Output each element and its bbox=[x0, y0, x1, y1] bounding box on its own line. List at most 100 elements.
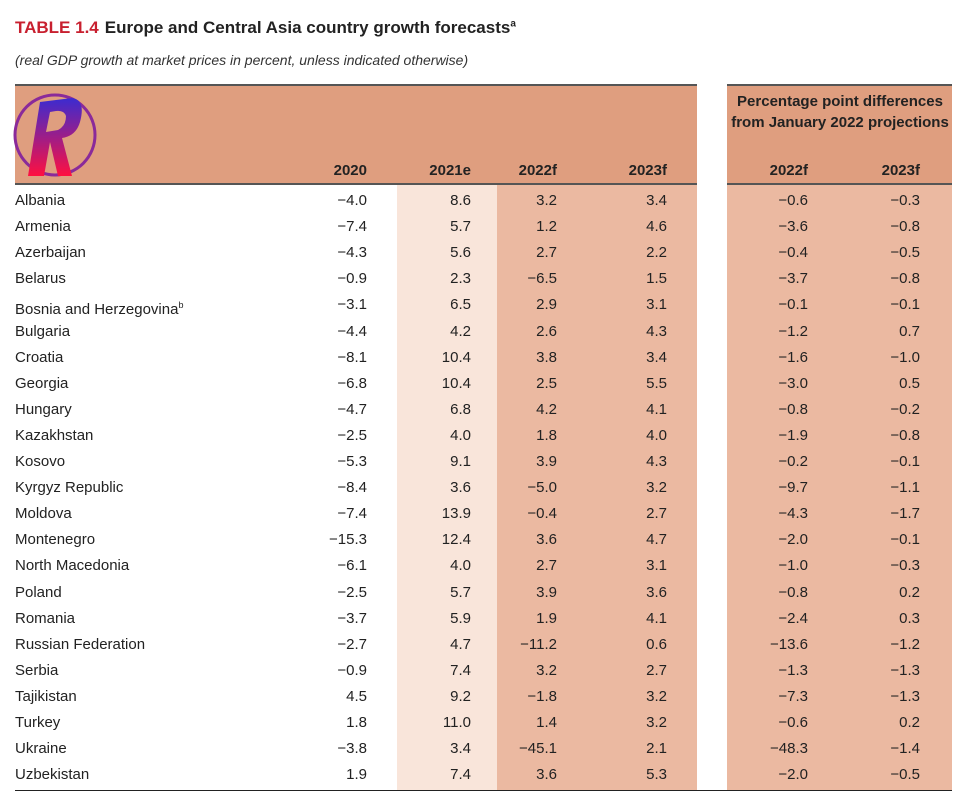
table-subtitle: (real GDP growth at market prices in per… bbox=[15, 52, 469, 68]
value-cell: 3.2 bbox=[536, 661, 557, 679]
value-cell: 4.7 bbox=[450, 635, 471, 653]
value-cell: −11.2 bbox=[520, 635, 557, 653]
value-cell: −1.7 bbox=[890, 505, 920, 523]
value-cell: −9.7 bbox=[778, 479, 808, 497]
table-row: Turkey 1.8 11.0 1.4 3.2 −0.6 0.2 bbox=[15, 710, 952, 736]
value-cell: −1.2 bbox=[890, 635, 920, 653]
value-cell: −8.4 bbox=[337, 479, 367, 497]
value-cell: −0.9 bbox=[337, 270, 367, 288]
value-cell: 2.2 bbox=[646, 244, 667, 262]
value-cell: −7.4 bbox=[337, 218, 367, 236]
country-name: Uzbekistan bbox=[15, 762, 89, 788]
value-cell: −0.9 bbox=[337, 661, 367, 679]
value-cell: −4.4 bbox=[337, 322, 367, 340]
value-cell: 1.9 bbox=[346, 766, 367, 784]
title-footnote: a bbox=[510, 18, 516, 30]
value-cell: 4.6 bbox=[646, 218, 667, 236]
value-cell: 0.3 bbox=[899, 609, 920, 627]
table-row: Belarus −0.9 2.3 −6.5 1.5 −3.7 −0.8 bbox=[15, 266, 952, 292]
value-cell: 4.7 bbox=[646, 531, 667, 549]
value-cell: 8.6 bbox=[450, 192, 471, 209]
value-cell: −6.5 bbox=[527, 270, 557, 288]
value-cell: −15.3 bbox=[329, 531, 367, 549]
value-cell: −13.6 bbox=[770, 635, 808, 653]
country-text: Ukraine bbox=[15, 740, 67, 758]
table-row: Tajikistan 4.5 9.2 −1.8 3.2 −7.3 −1.3 bbox=[15, 684, 952, 710]
value-cell: −3.0 bbox=[778, 374, 808, 392]
value-cell: −1.9 bbox=[778, 426, 808, 444]
country-name: Russian Federation bbox=[15, 632, 145, 658]
country-text: Montenegro bbox=[15, 531, 96, 549]
table-row: Croatia −8.1 10.4 3.8 3.4 −1.6 −1.0 bbox=[15, 345, 952, 371]
country-name: Poland bbox=[15, 580, 62, 606]
country-text: Uzbekistan bbox=[15, 766, 90, 784]
country-name: Turkey bbox=[15, 710, 60, 736]
value-cell: 1.8 bbox=[536, 426, 557, 444]
value-cell: 3.2 bbox=[646, 714, 667, 731]
country-text: Russian Federation bbox=[15, 635, 146, 653]
country-text: Romania bbox=[15, 609, 76, 627]
value-cell: −48.3 bbox=[770, 740, 808, 758]
value-cell: 9.2 bbox=[450, 687, 471, 705]
value-cell: −45.1 bbox=[519, 740, 557, 758]
table-title: TABLE 1.4 Europe and Central Asia country… bbox=[15, 18, 516, 38]
value-cell: 4.0 bbox=[646, 426, 667, 444]
country-name: Romania bbox=[15, 606, 75, 632]
value-cell: −0.8 bbox=[778, 583, 808, 601]
value-cell: −1.4 bbox=[890, 740, 920, 758]
country-name: North Macedonia bbox=[15, 553, 129, 579]
country-name: Belarus bbox=[15, 266, 66, 292]
value-cell: −1.1 bbox=[890, 479, 920, 497]
value-cell: −0.1 bbox=[890, 453, 920, 470]
table-row: Ukraine −3.8 3.4 −45.1 2.1 −48.3 −1.4 bbox=[15, 736, 952, 762]
value-cell: −0.5 bbox=[890, 766, 920, 784]
value-cell: 2.6 bbox=[536, 322, 557, 340]
value-cell: 3.6 bbox=[536, 766, 557, 784]
value-cell: 12.4 bbox=[441, 531, 471, 549]
value-cell: 1.5 bbox=[646, 270, 667, 288]
table-row: Albania −4.0 8.6 3.2 3.4 −0.6 −0.3 bbox=[15, 188, 952, 214]
value-cell: 5.3 bbox=[646, 766, 667, 784]
value-cell: 2.7 bbox=[536, 557, 557, 575]
value-cell: −4.7 bbox=[337, 400, 367, 418]
band-2021e bbox=[397, 185, 497, 791]
value-cell: −2.5 bbox=[337, 583, 367, 601]
value-cell: −2.0 bbox=[778, 766, 808, 784]
country-text: Tajikistan bbox=[15, 687, 77, 705]
value-cell: −0.8 bbox=[778, 400, 808, 418]
value-cell: −0.1 bbox=[890, 296, 920, 314]
value-cell: −1.3 bbox=[778, 661, 808, 679]
value-cell: −3.8 bbox=[337, 740, 367, 758]
country-name: Moldova bbox=[15, 501, 72, 527]
value-cell: 2.7 bbox=[536, 244, 557, 262]
value-cell: 2.9 bbox=[536, 296, 557, 314]
value-cell: −1.0 bbox=[890, 348, 920, 366]
value-cell: −4.3 bbox=[778, 505, 808, 523]
table-row: Moldova −7.4 13.9 −0.4 2.7 −4.3 −1.7 bbox=[15, 501, 952, 527]
value-cell: 6.5 bbox=[450, 296, 471, 314]
country-name: Serbia bbox=[15, 658, 58, 684]
value-cell: 1.4 bbox=[536, 714, 557, 731]
value-cell: −6.1 bbox=[337, 557, 367, 575]
country-text: Hungary bbox=[15, 400, 72, 418]
value-cell: 1.2 bbox=[536, 218, 557, 236]
column-header: 2023f bbox=[881, 162, 920, 179]
value-cell: −1.6 bbox=[778, 348, 808, 366]
value-cell: 13.9 bbox=[441, 505, 471, 523]
value-cell: −8.1 bbox=[337, 348, 367, 366]
value-cell: 3.1 bbox=[646, 296, 667, 314]
table-row: Kosovo −5.3 9.1 3.9 4.3 −0.2 −0.1 bbox=[15, 449, 952, 475]
country-name: Kosovo bbox=[15, 449, 65, 475]
table-row: Serbia −0.9 7.4 3.2 2.7 −1.3 −1.3 bbox=[15, 658, 952, 684]
value-cell: 4.2 bbox=[450, 322, 471, 340]
value-cell: 3.8 bbox=[536, 348, 557, 366]
value-cell: 4.2 bbox=[536, 400, 557, 418]
country-name: Bosnia and Herzegovinab bbox=[15, 292, 183, 323]
value-cell: 10.4 bbox=[441, 374, 471, 392]
country-text: Albania bbox=[15, 192, 66, 209]
value-cell: 2.1 bbox=[646, 740, 667, 758]
country-name: Armenia bbox=[15, 214, 71, 240]
value-cell: 3.4 bbox=[646, 192, 667, 209]
country-name: Albania bbox=[15, 188, 65, 214]
country-text: Armenia bbox=[15, 218, 71, 236]
